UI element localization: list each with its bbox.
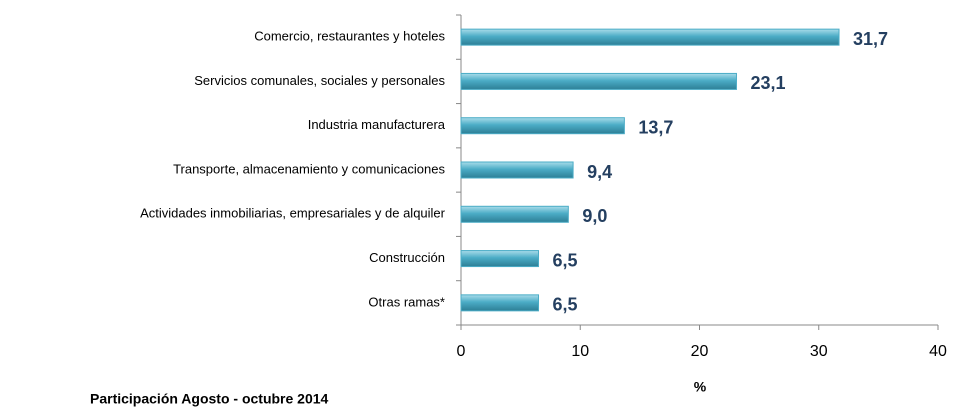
data-label: 9,0: [582, 206, 607, 226]
y-tick-label: Actividades inmobiliarias, empresariales…: [140, 206, 446, 221]
bar: [460, 72, 737, 90]
bar: [460, 294, 540, 312]
x-tick-label: 40: [929, 343, 947, 360]
x-tick-label: 30: [810, 343, 828, 360]
y-tick-label: Industria manufacturera: [308, 117, 446, 132]
data-label: 23,1: [750, 73, 785, 93]
y-tick-label: Comercio, restaurantes y hoteles: [254, 29, 445, 44]
bar: [460, 117, 625, 135]
bar: [460, 205, 569, 223]
bar: [460, 161, 574, 179]
y-tick-label: Servicios comunales, sociales y personal…: [194, 73, 445, 88]
x-tick-label: 20: [691, 343, 709, 360]
data-label: 6,5: [553, 250, 578, 270]
y-tick-label: Otras ramas*: [368, 294, 445, 309]
y-tick-label: Transporte, almacenamiento y comunicacio…: [173, 161, 445, 176]
annotation: Participación Agosto - octubre 2014: [90, 391, 329, 407]
bar: [460, 250, 540, 268]
data-label: 9,4: [587, 162, 612, 182]
data-label: 13,7: [638, 117, 673, 137]
x-tick-label: 0: [457, 343, 466, 360]
data-label: 6,5: [553, 295, 578, 315]
bar: [460, 28, 840, 46]
x-tick-label: 10: [571, 343, 589, 360]
data-label: 31,7: [853, 29, 888, 49]
x-axis-label: %: [694, 379, 707, 395]
y-tick-label: Construcción: [369, 250, 445, 265]
